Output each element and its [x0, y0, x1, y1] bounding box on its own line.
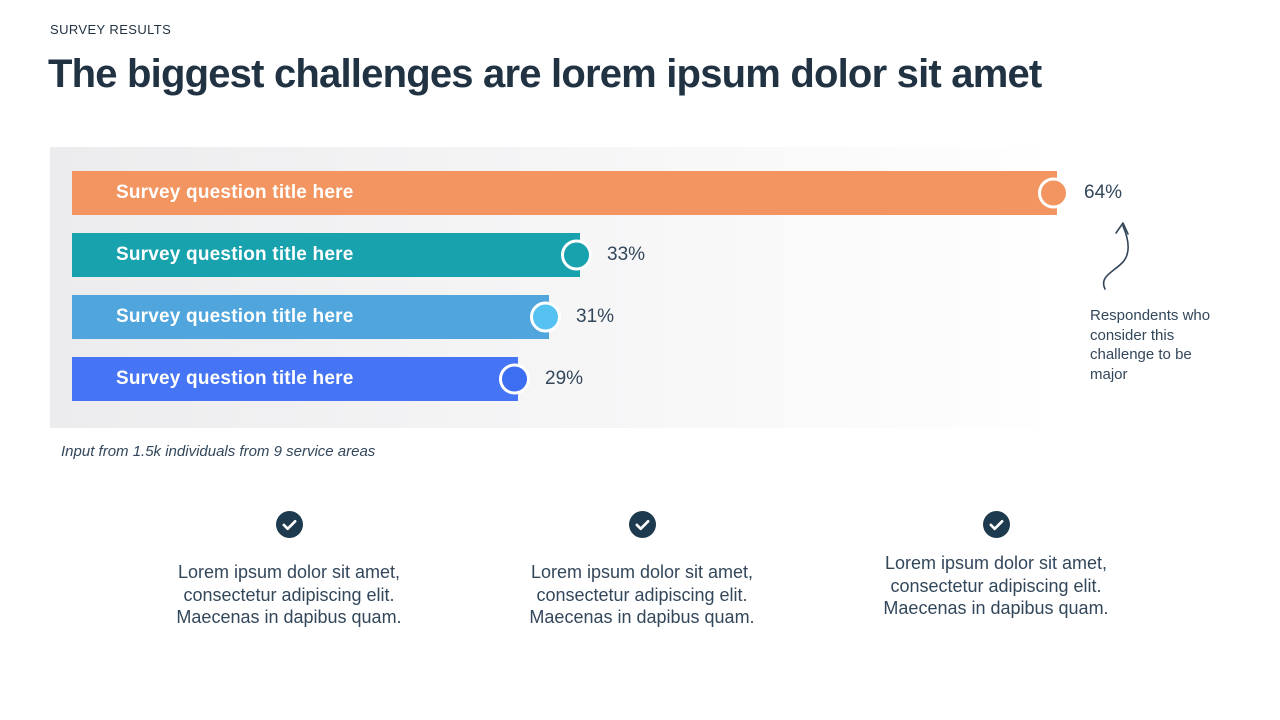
footer-column: Lorem ipsum dolor sit amet, consectetur … — [149, 511, 429, 629]
bar-row: Survey question title here 31% — [72, 295, 1072, 339]
slide-title: The biggest challenges are lorem ipsum d… — [48, 52, 1042, 96]
footer-text: Lorem ipsum dolor sit amet, consectetur … — [883, 553, 1109, 619]
bar-chart-panel: Survey question title here 64% Survey ques… — [50, 147, 1122, 428]
check-circle-icon — [628, 511, 656, 538]
check-circle-icon — [275, 511, 303, 538]
bar-value-label: 64% — [1084, 182, 1123, 203]
curved-arrow-icon — [1102, 222, 1129, 290]
footer-text: Lorem ipsum dolor sit amet, consectetur … — [176, 562, 402, 628]
footer-column: Lorem ipsum dolor sit amet, consectetur … — [502, 511, 782, 629]
footer-text: Lorem ipsum dolor sit amet, consectetur … — [529, 562, 755, 628]
check-circle-icon — [982, 511, 1010, 538]
chart-annotation: Respondents who consider this challenge … — [1090, 307, 1211, 383]
bar-end-dot — [1038, 177, 1069, 209]
bar-label: Survey question title here — [116, 368, 354, 389]
survey-bar: Survey question title here — [72, 171, 1069, 215]
bar-row: Survey question title here 33% — [72, 233, 1072, 277]
bar-label: Survey question title here — [116, 182, 354, 203]
footer-column: Lorem ipsum dolor sit amet, consectetur … — [856, 511, 1136, 620]
bar-value-label: 33% — [607, 244, 646, 265]
slide-eyebrow: SURVEY RESULTS — [50, 22, 172, 37]
survey-bar: Survey question title here — [72, 233, 592, 277]
bar-end-dot — [561, 239, 592, 271]
bar-row: Survey question title here 64% — [72, 171, 1122, 215]
bar-end-dot — [530, 301, 561, 333]
chart-source-caption: Input from 1.5k individuals from 9 servi… — [61, 443, 376, 460]
bar-end-dot — [499, 363, 530, 395]
bar-label: Survey question title here — [116, 306, 354, 327]
bar-value-label: 31% — [576, 306, 615, 327]
survey-bar: Survey question title here — [72, 295, 561, 339]
bar-label: Survey question title here — [116, 244, 354, 265]
bar-value-label: 29% — [545, 368, 584, 389]
survey-bar: Survey question title here — [72, 357, 530, 401]
bar-row: Survey question title here 29% — [72, 357, 1072, 401]
